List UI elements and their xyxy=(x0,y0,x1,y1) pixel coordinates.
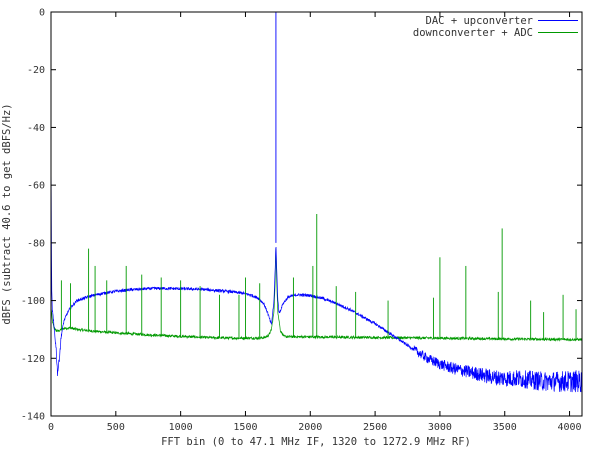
legend-label: downconverter + ADC xyxy=(413,27,533,39)
x-tick-label: 2500 xyxy=(363,422,387,433)
x-tick-label: 1500 xyxy=(233,422,257,433)
x-tick-label: 500 xyxy=(107,422,125,433)
ticks-layer: 0 500 1000 1500 2000 2500 3000 3500 4000 0 -20 -40 -… xyxy=(21,8,582,433)
x-tick-label: 2000 xyxy=(298,422,322,433)
series-layer xyxy=(51,12,582,393)
x-tick-label: 1000 xyxy=(169,422,193,433)
y-axis-label: dBFS (subtract 40.6 to get dBFS/Hz) xyxy=(1,103,13,324)
y-tick-label: -120 xyxy=(21,354,45,365)
y-tick-label: -20 xyxy=(27,65,45,76)
x-axis-label: FFT bin (0 to 47.1 MHz IF, 1320 to 1272.… xyxy=(161,436,471,448)
x-tick-label: 3500 xyxy=(493,422,517,433)
y-tick-label: -40 xyxy=(27,123,45,134)
x-tick-label: 0 xyxy=(48,422,54,433)
legend-label: DAC + upconverter xyxy=(426,15,533,27)
y-tick-label: 0 xyxy=(39,8,45,19)
y-tick-label: -60 xyxy=(27,181,45,192)
x-tick-label: 3000 xyxy=(428,422,452,433)
y-tick-label: -140 xyxy=(21,412,45,423)
y-tick-label: -80 xyxy=(27,238,45,249)
x-tick-label: 4000 xyxy=(558,422,582,433)
plot-frame xyxy=(50,11,583,417)
y-tick-label: -100 xyxy=(21,296,45,307)
